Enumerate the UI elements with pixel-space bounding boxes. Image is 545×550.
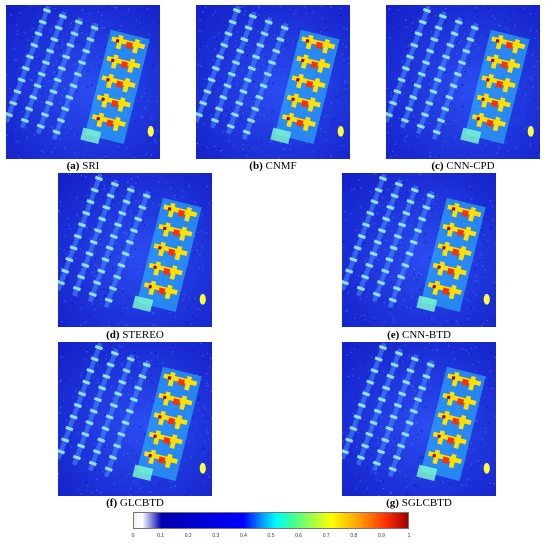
error-map-image-a [6, 5, 160, 159]
colorbar-ticks: 0 0.1 0.2 0.3 0.4 0.5 0.6 0.7 0.8 0.9 1 [131, 533, 411, 543]
colorbar-tick: 0.1 [157, 533, 165, 539]
colorbar-tick: 1 [407, 533, 411, 539]
error-map-image-c [386, 5, 540, 159]
scene-graphic [342, 342, 496, 496]
colorbar-tick: 0.5 [267, 533, 275, 539]
colorbar [133, 512, 409, 529]
error-map-image-e [342, 173, 496, 327]
colorbar-tick: 0.6 [295, 533, 303, 539]
caption-f: (f) GLCBTD [106, 497, 164, 509]
caption-b: (b) CNMF [249, 160, 297, 172]
colorbar-tick: 0 [131, 533, 135, 539]
scene-graphic [6, 5, 160, 159]
error-map-image-b [196, 5, 350, 159]
scene-graphic [342, 173, 496, 327]
scene-graphic [386, 5, 540, 159]
error-map-image-g [342, 342, 496, 496]
scene-graphic [58, 342, 212, 496]
colorbar-tick: 0.2 [184, 533, 192, 539]
caption-e: (e) CNN-BTD [387, 329, 451, 341]
colorbar-tick: 0.3 [212, 533, 220, 539]
colorbar-tick: 0.8 [350, 533, 358, 539]
caption-a: (a) SRI [66, 160, 100, 172]
scene-graphic [196, 5, 350, 159]
error-map-image-f [58, 342, 212, 496]
caption-d: (d) STEREO [106, 329, 164, 341]
scene-graphic [58, 173, 212, 327]
caption-c: (c) CNN-CPD [431, 160, 495, 172]
caption-g: (g) SGLCBTD [386, 497, 452, 509]
colorbar-tick: 0.4 [239, 533, 247, 539]
error-map-image-d [58, 173, 212, 327]
colorbar-tick: 0.9 [377, 533, 385, 539]
colorbar-tick: 0.7 [322, 533, 330, 539]
